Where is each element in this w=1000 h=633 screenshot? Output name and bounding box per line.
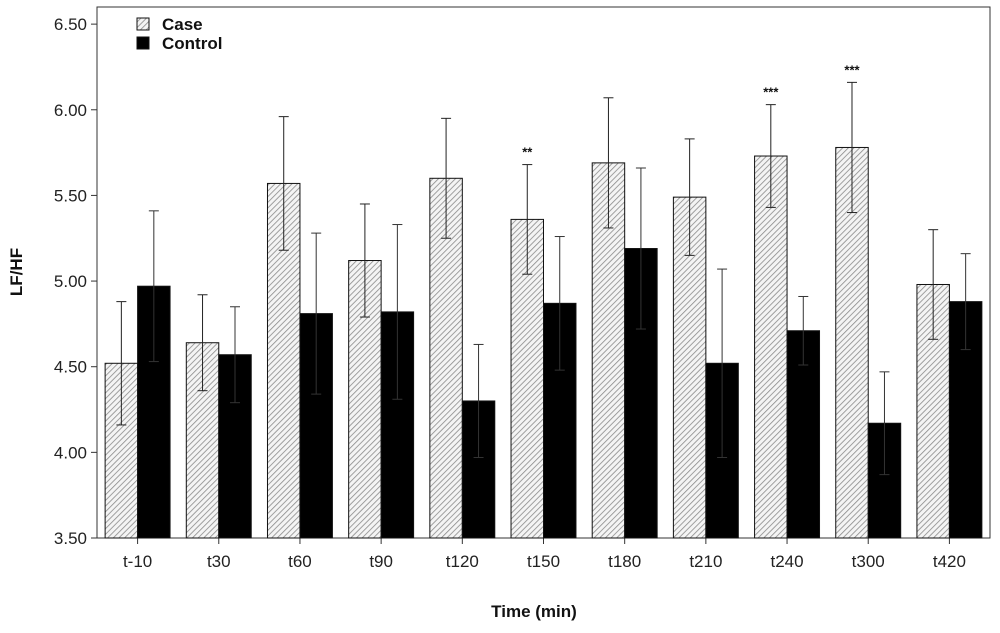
x-tick-label: t60 — [288, 552, 312, 571]
y-tick-label: 4.50 — [54, 358, 87, 377]
y-tick-label: 5.50 — [54, 186, 87, 205]
y-axis: 3.50 4.00 4.50 5.00 5.50 6.00 6.50 — [54, 15, 97, 548]
y-tick-label: 4.00 — [54, 443, 87, 462]
x-tick-label: t210 — [689, 552, 722, 571]
x-tick-label: t420 — [933, 552, 966, 571]
legend-swatch-control — [136, 36, 150, 50]
y-tick-label: 3.50 — [54, 529, 87, 548]
control-bar — [543, 302, 577, 539]
significance-label: *** — [844, 62, 860, 77]
x-tick-label: t-10 — [123, 552, 152, 571]
legend-label-case: Case — [162, 15, 203, 34]
significance-annotations: ******** — [522, 62, 860, 159]
legend-swatch-case — [136, 17, 150, 31]
y-axis-title: LF/HF — [7, 248, 26, 296]
x-axis-title: Time (min) — [491, 602, 577, 621]
x-tick-label: t300 — [852, 552, 885, 571]
y-tick-label: 5.00 — [54, 272, 87, 291]
x-tick-label: t120 — [446, 552, 479, 571]
significance-label: ** — [522, 145, 533, 160]
y-tick-label: 6.50 — [54, 15, 87, 34]
case-bar — [754, 155, 788, 539]
x-tick-label: t30 — [207, 552, 231, 571]
x-tick-label: t150 — [527, 552, 560, 571]
y-tick-label: 6.00 — [54, 101, 87, 120]
x-tick-label: t90 — [369, 552, 393, 571]
bars — [104, 146, 983, 539]
significance-label: *** — [763, 85, 779, 100]
x-tick-label: t240 — [770, 552, 803, 571]
x-axis: t-10 t30 t60 t90 t120 t150 t180 t210 t240 t300 t42… — [123, 538, 966, 571]
x-tick-label: t180 — [608, 552, 641, 571]
error-bars — [116, 81, 971, 476]
legend-label-control: Control — [162, 34, 222, 53]
